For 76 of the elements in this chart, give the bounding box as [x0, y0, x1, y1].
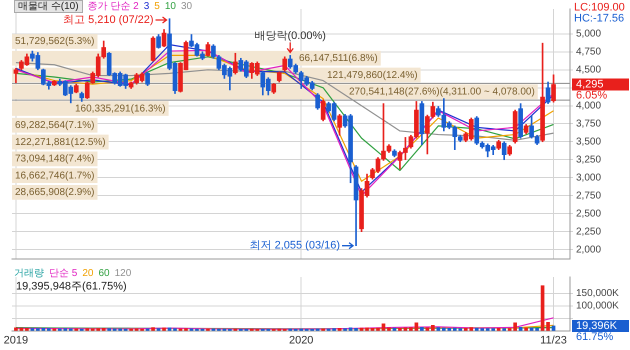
band-label: 51,729,562(5.3%) [15, 36, 95, 48]
bar [513, 322, 517, 331]
bar [431, 324, 435, 331]
y-tick-label: 3,250 [576, 154, 602, 166]
text: 120 [114, 268, 132, 279]
bar [392, 328, 396, 331]
bar [508, 328, 512, 331]
annotation: 최고 5,210 (07/22) [63, 14, 154, 26]
bar [552, 326, 556, 331]
bar [436, 327, 440, 331]
y-tick-label: 2,500 [576, 208, 602, 220]
text: LC:109.00 [574, 2, 625, 14]
band-label: 66,147,511(6.8%) [299, 52, 378, 64]
text: 30 [180, 1, 192, 12]
bar [491, 328, 496, 331]
text: 단순 5 [49, 268, 78, 279]
bar [107, 328, 112, 331]
bar [474, 328, 479, 331]
bar [151, 327, 155, 331]
bar [414, 322, 418, 331]
chart-title: 매물대 수(10) [14, 0, 83, 13]
text: 6.05% [576, 90, 608, 102]
bar [20, 328, 24, 331]
text: 10 [164, 1, 176, 12]
x-tick-label: 11/23 [540, 334, 567, 346]
y-tick-label: 2,000 [576, 244, 602, 256]
y-tick-label: 150,000K [576, 288, 620, 300]
band-label: 28,665,908(2.9%) [15, 187, 95, 198]
text: 19,396K [576, 320, 618, 332]
text: 5 [154, 1, 160, 12]
band-label: 69,282,564(7.1%) [15, 120, 95, 132]
bar [63, 328, 68, 331]
y-tick-label: 100,000K [576, 300, 620, 312]
bar [458, 328, 462, 331]
bar [156, 328, 160, 331]
bar [469, 327, 474, 331]
y-tick-label: 4,000 [576, 100, 602, 112]
bar [332, 328, 336, 331]
band-label: 73,094,148(7.4%) [15, 154, 95, 165]
band-label: 121,479,860(12.4%) [327, 70, 418, 81]
bar [486, 328, 490, 331]
bar [442, 328, 446, 331]
band-label: 16,662,746(1.7%) [15, 170, 95, 182]
bar [47, 328, 51, 331]
text: 종가 단순 2 [88, 1, 139, 12]
annotation: 배당락(0.00%) [254, 30, 326, 42]
bar [480, 328, 484, 331]
bar [452, 328, 457, 331]
text: HC:-17.56 [574, 12, 624, 25]
y-tick-label: 3,500 [576, 136, 602, 148]
x-tick-label: 2019 [4, 334, 28, 346]
text: 60 [98, 268, 110, 279]
bar [30, 328, 34, 331]
legend-title: 거래량 [14, 268, 44, 279]
y-tick-label: 4,750 [576, 46, 602, 58]
y-tick-label: 4,500 [576, 64, 602, 76]
y-tick-label: 5,000 [576, 28, 602, 40]
bar [85, 328, 90, 331]
y-tick-label: 2,250 [576, 226, 602, 238]
text: 4,295 [576, 78, 604, 91]
band-label: 160,335,291(16.3%) [75, 103, 166, 114]
y-tick-label: 3,750 [576, 118, 602, 130]
annotation: 최저 2,055 (03/16) [250, 240, 340, 252]
bar [36, 328, 40, 331]
text: 3 [144, 1, 150, 12]
y-tick-label: 3,000 [576, 172, 602, 184]
bar [162, 327, 166, 331]
text: 61.75% [576, 330, 614, 343]
band-label: 122,271,881(12.5%) [15, 136, 106, 148]
y-tick-label: 2,750 [576, 190, 602, 202]
bar [96, 328, 100, 331]
annotation: 19,395,948주(61.75%) [16, 280, 127, 293]
band-label: 270,541,148(27.6%)(4,311.00 ~ 4,078.00) [349, 86, 535, 98]
text: 20 [82, 268, 94, 279]
bar [502, 328, 506, 331]
x-tick-label: 2020 [288, 334, 314, 346]
